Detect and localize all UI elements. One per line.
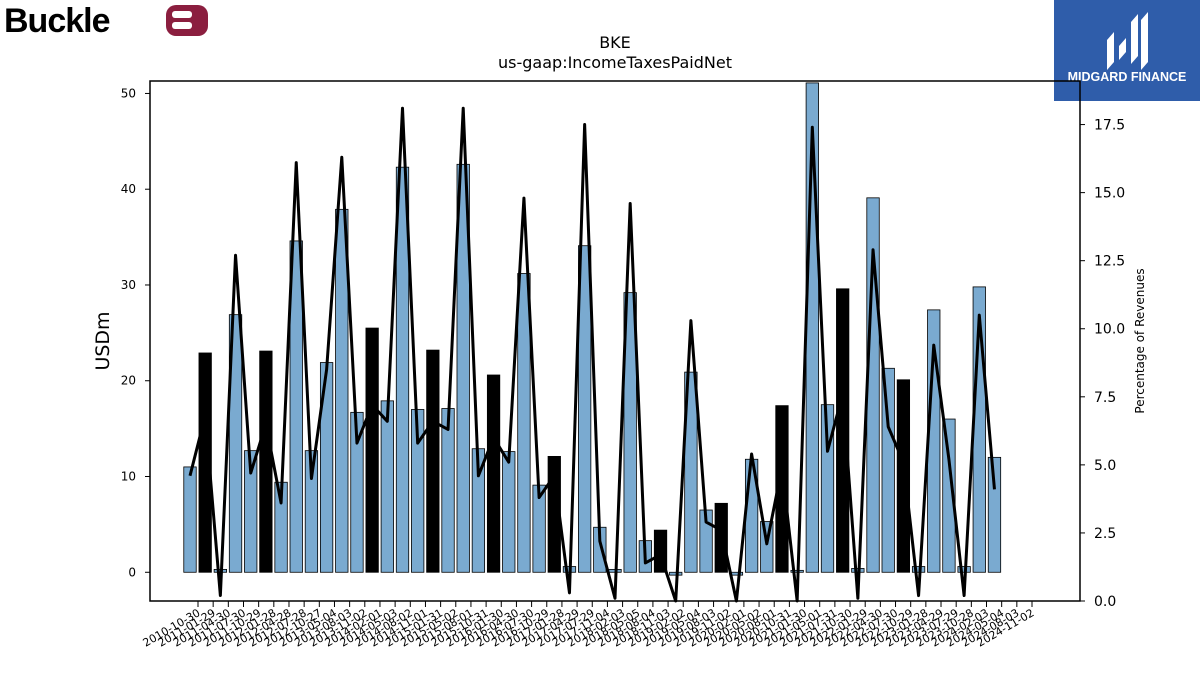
bar-2011-01-29	[198, 352, 212, 573]
chart-subtitle: us-gaap:IncomeTaxesPaidNet	[498, 53, 732, 72]
y-tick-label: 30	[121, 278, 136, 292]
bar-2016-04-30	[517, 273, 531, 573]
bar-2015-10-31	[486, 374, 501, 573]
bar-2013-05-04	[335, 208, 349, 573]
y2-tick-label: 15.0	[1094, 186, 1125, 202]
bar-2019-02-02	[684, 371, 698, 573]
y2-tick-label: 7.5	[1094, 390, 1116, 406]
bar-2012-07-28	[289, 240, 303, 573]
y2-tick-label: 2.5	[1094, 526, 1116, 542]
bar-2014-02-01	[380, 400, 394, 573]
bar-2021-07-31	[836, 288, 850, 573]
percentage-line-group	[188, 106, 996, 603]
y-tick-label: 20	[121, 374, 136, 388]
bar-2015-01-31	[441, 408, 455, 573]
bar-2022-04-30	[881, 367, 895, 573]
bar-2022-07-30	[896, 379, 911, 573]
bar-2018-02-03	[623, 292, 637, 573]
bar-2017-04-29	[578, 245, 592, 573]
bar-2024-02-03	[987, 456, 1002, 573]
midgard-logo-text: MIDGARD FINANCE	[1068, 70, 1187, 84]
buckle-logo: Buckle	[4, 2, 208, 40]
y2-tick-label: 5.0	[1094, 458, 1116, 474]
bar-2020-08-01	[775, 405, 789, 573]
bar-2014-05-03	[395, 166, 410, 573]
bar-2013-08-03	[350, 411, 364, 573]
bar-2014-08-02	[411, 409, 425, 573]
bar-2014-11-01	[426, 349, 440, 573]
y-axis-ticks: 0 10 20 30 40 50	[121, 86, 150, 579]
buckle-logo-text: Buckle	[4, 2, 110, 40]
y2-tick-label: 0.0	[1094, 594, 1116, 610]
plot-frame	[149, 80, 1081, 602]
y-tick-label: 50	[121, 86, 136, 100]
y2-axis-ticks: 0.0 2.5 5.0 7.5 10.0 12.5 15.0 17.5	[1080, 118, 1125, 610]
midgard-finance-logo: MIDGARD FINANCE	[1054, 0, 1200, 101]
bar-2023-04-29	[942, 418, 956, 573]
bar-2013-11-02	[365, 327, 379, 573]
bar-2019-08-03	[714, 502, 728, 573]
bar-2016-01-30	[502, 451, 516, 573]
bar-2015-05-02	[456, 163, 470, 573]
bar-2021-05-01	[820, 404, 835, 573]
bar-2011-10-29	[244, 450, 258, 573]
bar-2012-01-28	[259, 350, 273, 573]
buckle-b-icon	[166, 5, 208, 36]
percentage-of-revenues-line	[188, 106, 996, 603]
bar-2010-10-30	[183, 466, 197, 573]
y-tick-label: 10	[121, 470, 136, 484]
x-axis-ticks: 2010-10-302011-01-292011-04-302011-07-30…	[141, 601, 1037, 650]
y-axis-label: USDm	[92, 311, 114, 370]
y-tick-label: 0	[128, 565, 136, 579]
y2-tick-label: 10.0	[1094, 322, 1125, 338]
y2-tick-label: 12.5	[1094, 254, 1125, 270]
chart-title: BKE	[599, 33, 631, 52]
y-tick-label: 40	[121, 182, 136, 196]
y2-tick-label: 17.5	[1094, 118, 1125, 134]
midgard-m-icon	[1107, 12, 1148, 70]
bar-2011-07-30	[228, 314, 243, 573]
y2-axis-label: Percentage of Revenues	[1133, 268, 1147, 413]
